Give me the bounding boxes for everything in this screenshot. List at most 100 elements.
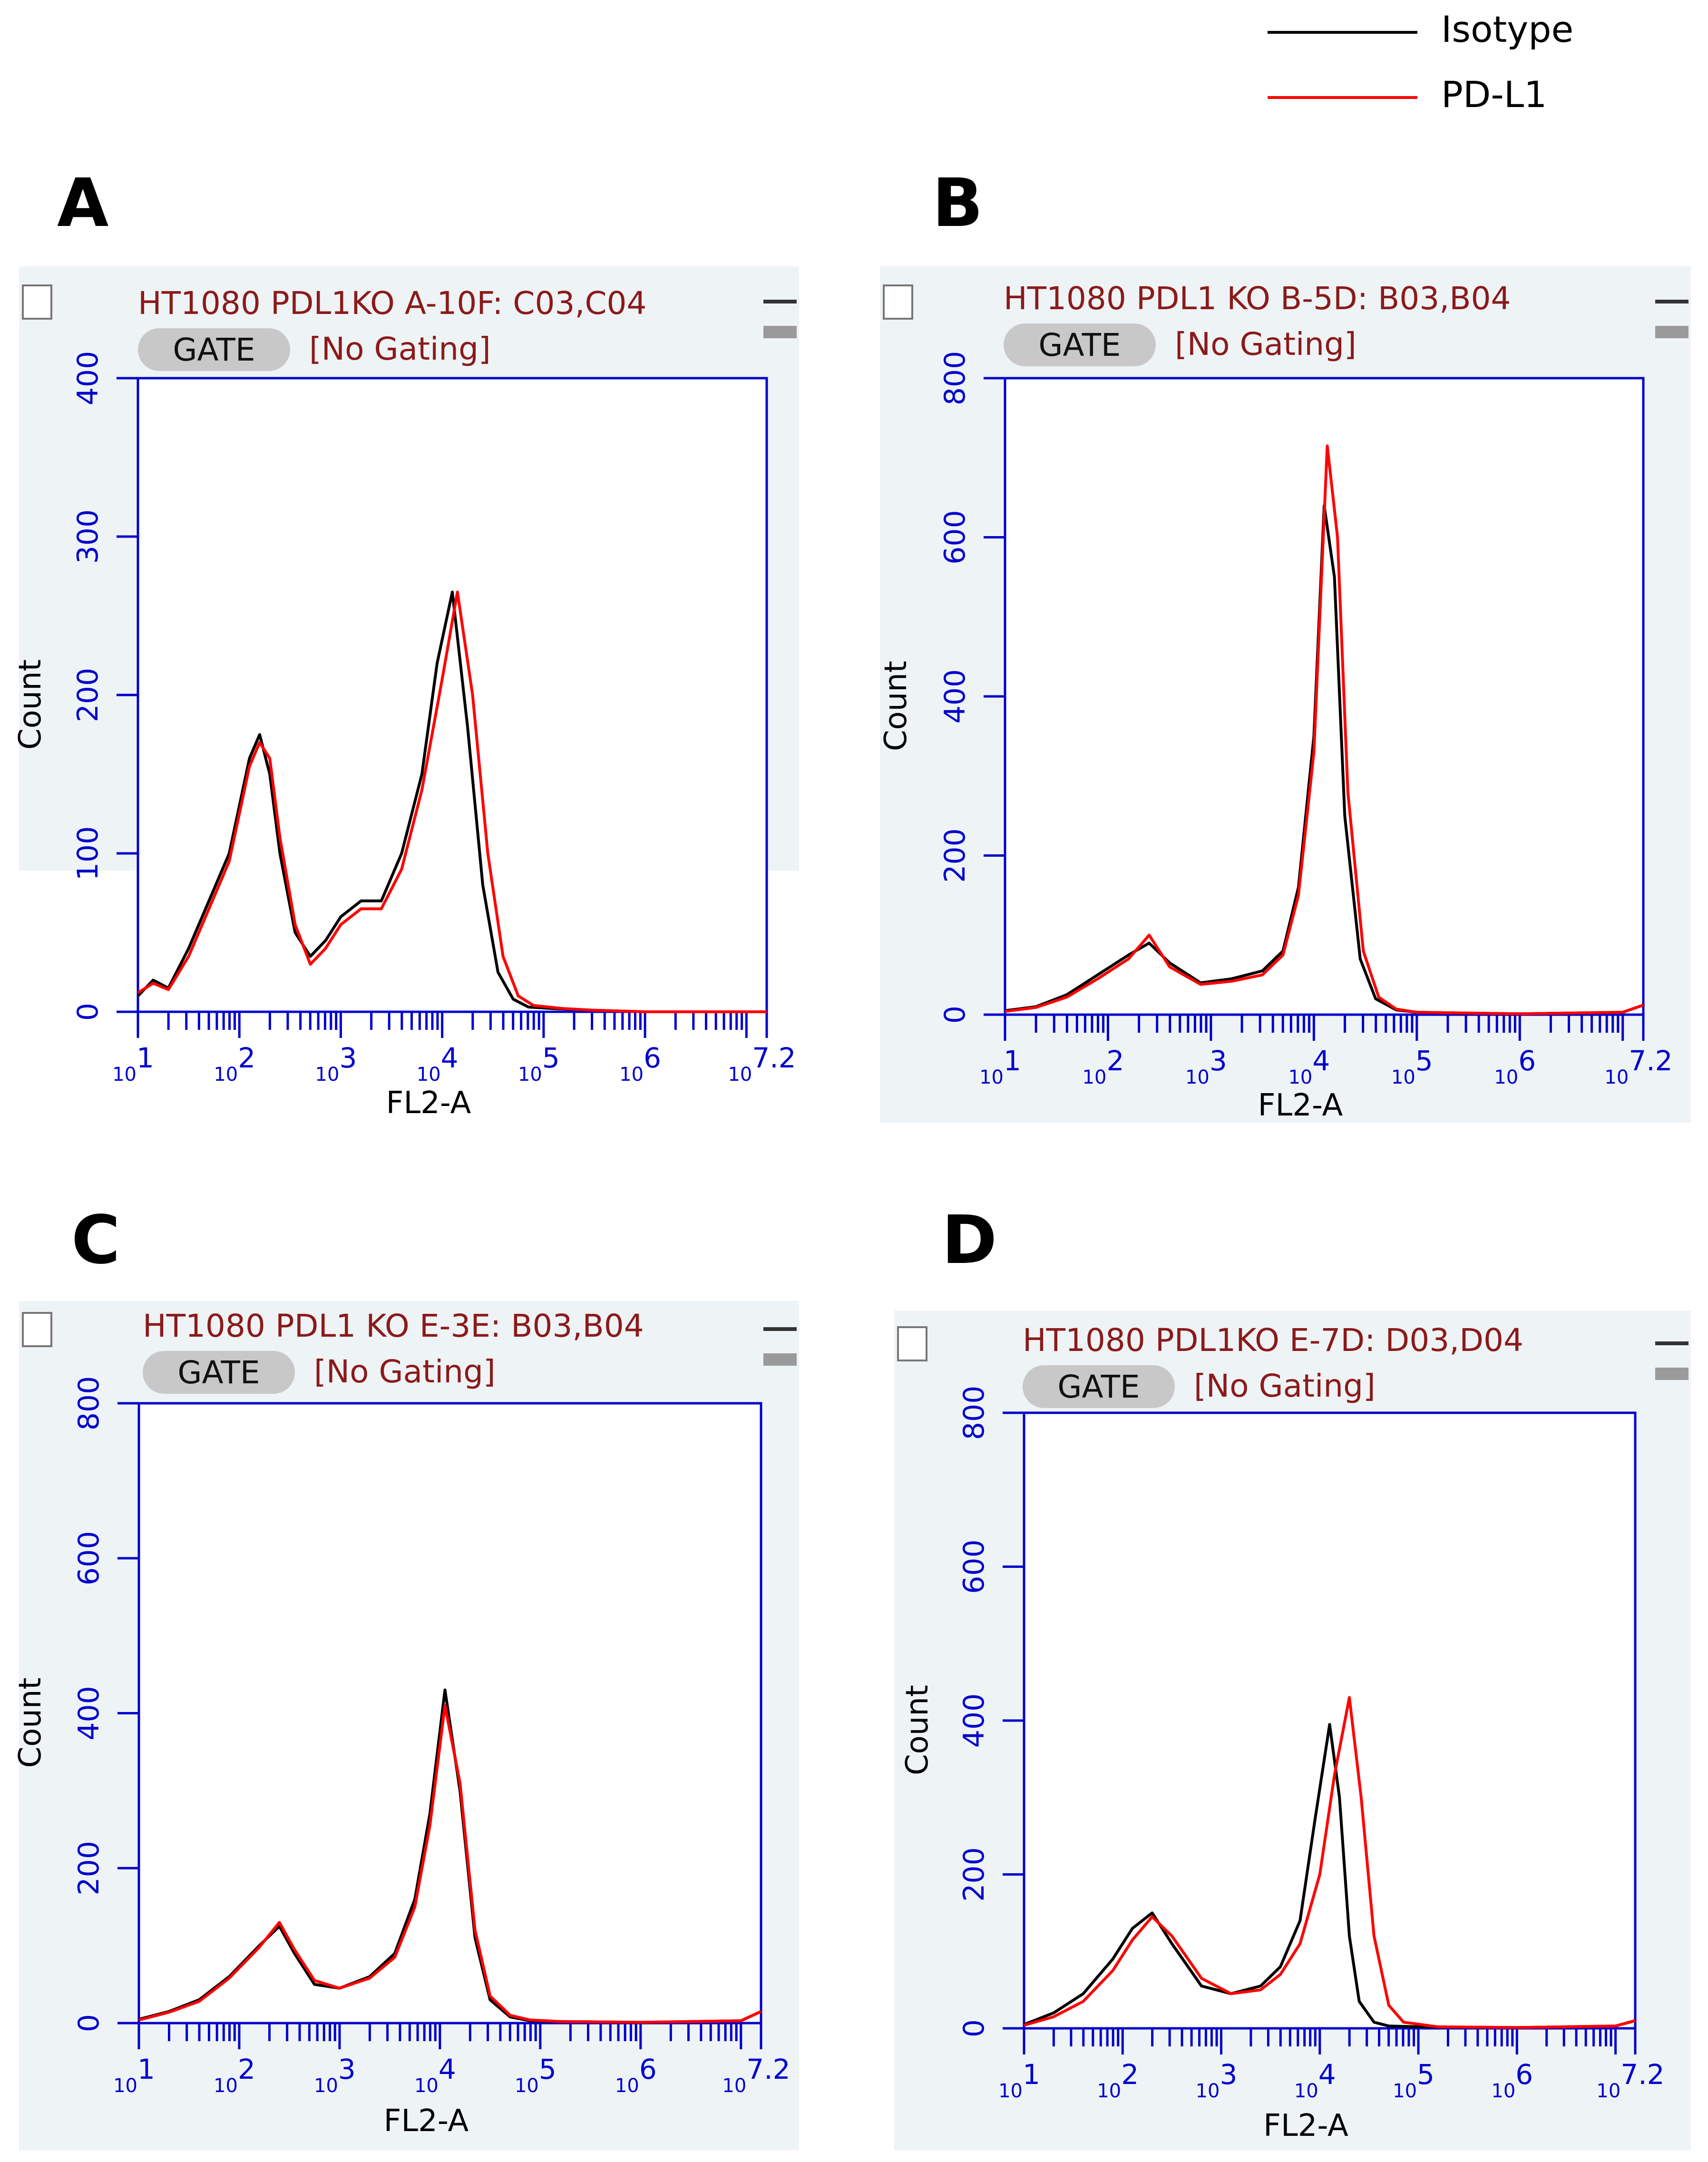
chart-title: HT1080 PDL1KO A-10F: C03,C04 — [138, 285, 647, 322]
x-tick-label: 105 — [1393, 2058, 1435, 2102]
x-tick-label: 102 — [214, 1042, 255, 1086]
y-tick-label: 0 — [957, 2019, 991, 2037]
y-tick-label: 400 — [938, 669, 972, 724]
x-tick-label: 101 — [113, 2053, 155, 2097]
chart-title: HT1080 PDL1 KO E-3E: B03,B04 — [143, 1308, 644, 1344]
x-axis-label: FL2-A — [386, 1086, 471, 1121]
window-checkbox-icon — [22, 1312, 52, 1347]
gating-status: [No Gating] — [309, 331, 491, 367]
chart-title: HT1080 PDL1KO E-7D: D03,D04 — [1023, 1322, 1523, 1359]
x-tick-label: 107.2 — [722, 2053, 790, 2097]
x-tick-label: 103 — [314, 2053, 356, 2097]
gating-status: [No Gating] — [1175, 326, 1357, 362]
series-line-pd-l1 — [138, 1704, 762, 2024]
y-tick-label: 200 — [72, 1841, 106, 1896]
series-line-isotype — [137, 590, 767, 1013]
series-line-pd-l1 — [137, 590, 767, 1013]
gate-badge-label: GATE — [177, 1354, 260, 1391]
series-line-pd-l1 — [1005, 444, 1644, 1016]
panel-a: A HT1080 PDL1KO A-10F: C03,C04 GATE [No Gat… — [13, 165, 799, 1121]
x-tick-label: 106 — [1491, 2058, 1533, 2102]
x-tick-label: 104 — [1294, 2058, 1336, 2102]
legend-label-isotype: Isotype — [1441, 8, 1573, 50]
panel-letter: C — [71, 1202, 120, 1279]
x-tick-label: 103 — [315, 1042, 357, 1086]
x-tick-label: 101 — [998, 2058, 1040, 2102]
panel-b: B HT1080 PDL1 KO B-5D: B03,B04 GATE [No Gat… — [878, 165, 1691, 1123]
gate-badge — [1023, 1365, 1175, 1408]
x-tick-label: 107.2 — [1604, 1045, 1672, 1088]
x-axis-label: FL2-A — [384, 2103, 469, 2139]
gate-badge — [143, 1351, 295, 1394]
x-tick-label: 107.2 — [1596, 2058, 1664, 2102]
panel-d: D HT1080 PDL1KO E-7D: D03,D04 GATE [No Gati… — [894, 1202, 1691, 2150]
x-axis-label: FL2-A — [1263, 2108, 1348, 2143]
x-tick-label: 104 — [417, 1042, 459, 1086]
x-tick-label: 106 — [619, 1042, 661, 1086]
y-tick-label: 800 — [938, 351, 972, 406]
y-tick-label: 600 — [938, 510, 972, 565]
panel-letter: A — [57, 165, 108, 242]
y-tick-label: 200 — [957, 1847, 991, 1902]
y-tick-label: 0 — [938, 1006, 972, 1024]
y-tick-label: 0 — [71, 1003, 105, 1021]
gate-badge — [1004, 323, 1156, 366]
gate-badge-label: GATE — [1057, 1369, 1140, 1405]
chart-title: HT1080 PDL1 KO B-5D: B03,B04 — [1004, 280, 1511, 317]
x-tick-label: 101 — [979, 1045, 1021, 1088]
x-tick-label: 101 — [112, 1042, 154, 1086]
x-tick-label: 102 — [1083, 1045, 1124, 1088]
plot-area — [137, 1402, 762, 2025]
y-tick-label: 100 — [71, 826, 105, 881]
window-checkbox-icon — [883, 284, 913, 320]
scroll-handle-icon — [763, 326, 797, 338]
x-tick-label: 105 — [1391, 1045, 1433, 1088]
minimize-icon — [763, 1327, 797, 1331]
x-tick-label: 105 — [515, 2053, 556, 2097]
gate-badge — [138, 328, 290, 371]
minimize-icon — [763, 300, 797, 303]
x-tick-label: 102 — [214, 2053, 255, 2097]
y-tick-label: 400 — [72, 1686, 106, 1741]
y-axis-label: Count — [13, 1677, 48, 1768]
y-tick-label: 600 — [72, 1531, 106, 1585]
y-tick-label: 800 — [72, 1376, 106, 1431]
legend: Isotype PD-L1 — [1268, 8, 1573, 116]
x-tick-label: 103 — [1185, 1045, 1227, 1088]
x-tick-label: 106 — [1494, 1045, 1536, 1088]
panel-letter: D — [942, 1202, 997, 1279]
x-tick-label: 107.2 — [728, 1042, 796, 1086]
y-tick-label: 0 — [72, 2014, 106, 2032]
y-tick-label: 200 — [71, 668, 105, 723]
x-tick-label: 106 — [615, 2053, 657, 2097]
window-checkbox-icon — [22, 284, 52, 320]
y-tick-label: 600 — [957, 1539, 991, 1594]
panel-c: C HT1080 PDL1 KO E-3E: B03,B04 GATE [No Gat… — [13, 1202, 799, 2150]
x-tick-label: 105 — [518, 1042, 560, 1086]
series-line-pd-l1 — [1024, 1696, 1636, 2029]
gating-status: [No Gating] — [1194, 1368, 1376, 1404]
panel-letter: B — [932, 165, 983, 242]
x-tick-label: 102 — [1097, 2058, 1139, 2102]
scroll-handle-icon — [1655, 326, 1688, 338]
plot-area — [1023, 1411, 1637, 2030]
x-tick-label: 104 — [1288, 1045, 1330, 1088]
x-tick-label: 104 — [414, 2053, 456, 2097]
minimize-icon — [1655, 1341, 1688, 1345]
y-axis-label: Count — [900, 1685, 935, 1775]
gating-status: [No Gating] — [314, 1353, 496, 1390]
series-line-isotype — [1023, 1723, 1636, 2029]
scroll-handle-icon — [1655, 1368, 1688, 1380]
y-tick-label: 400 — [71, 351, 105, 406]
gate-badge-label: GATE — [1038, 327, 1121, 363]
scroll-handle-icon — [763, 1353, 797, 1366]
y-axis-label: Count — [13, 659, 48, 750]
x-axis-label: FL2-A — [1258, 1088, 1343, 1123]
plot-area — [1004, 377, 1645, 1016]
panels: A HT1080 PDL1KO A-10F: C03,C04 GATE [No Gat… — [13, 165, 1691, 2150]
minimize-icon — [1655, 300, 1688, 303]
y-tick-label: 300 — [71, 509, 105, 564]
gate-badge-label: GATE — [173, 332, 255, 368]
window-checkbox-icon — [897, 1326, 927, 1361]
